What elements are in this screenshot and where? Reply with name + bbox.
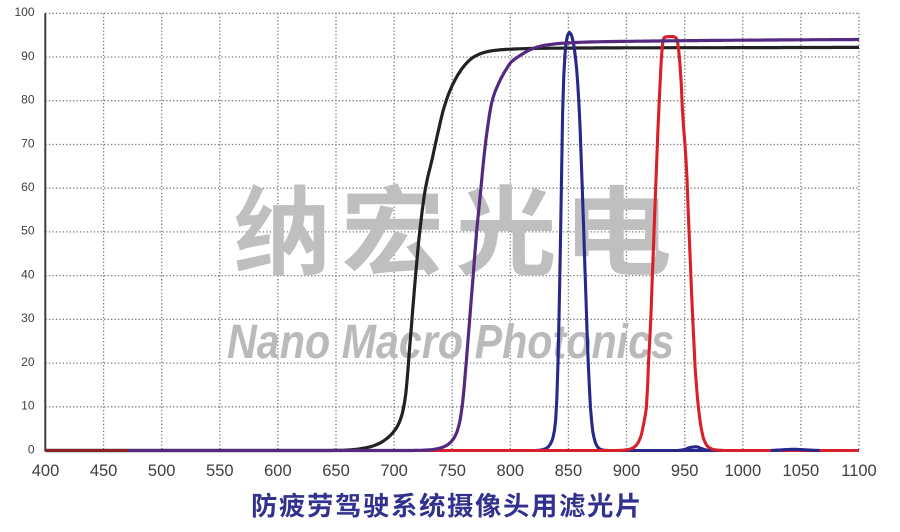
svg-text:1000: 1000: [724, 462, 761, 480]
svg-text:40: 40: [21, 267, 35, 281]
svg-text:900: 900: [613, 462, 641, 480]
svg-text:10: 10: [21, 399, 35, 413]
svg-text:600: 600: [264, 462, 292, 480]
svg-text:750: 750: [438, 462, 466, 480]
svg-text:50: 50: [21, 224, 35, 238]
svg-text:500: 500: [148, 462, 176, 480]
svg-text:950: 950: [671, 462, 699, 480]
svg-text:700: 700: [380, 462, 408, 480]
svg-text:800: 800: [497, 462, 525, 480]
svg-text:Nano Macro Photonics: Nano Macro Photonics: [227, 316, 674, 369]
svg-text:30: 30: [21, 311, 35, 325]
svg-text:1050: 1050: [783, 462, 820, 480]
svg-text:400: 400: [32, 462, 60, 480]
svg-text:550: 550: [206, 462, 234, 480]
svg-text:0: 0: [28, 442, 35, 456]
svg-text:450: 450: [90, 462, 118, 480]
svg-text:1100: 1100: [841, 462, 876, 480]
svg-text:850: 850: [555, 462, 583, 480]
svg-text:650: 650: [322, 462, 350, 480]
svg-text:90: 90: [21, 49, 35, 63]
svg-text:80: 80: [21, 93, 35, 107]
svg-text:60: 60: [21, 180, 35, 194]
svg-text:70: 70: [21, 136, 35, 150]
svg-text:100: 100: [14, 5, 34, 19]
svg-text:20: 20: [21, 355, 35, 369]
